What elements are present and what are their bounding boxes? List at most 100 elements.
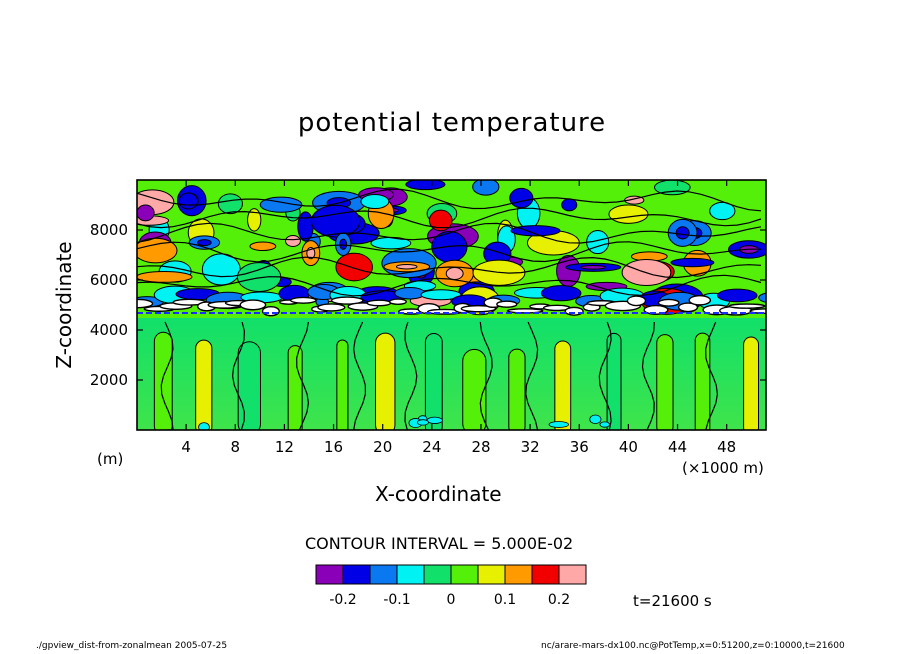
field-blob (509, 187, 534, 209)
field-plume (424, 333, 443, 430)
field-patch (198, 422, 210, 430)
field-band (388, 298, 407, 306)
field-plume (462, 348, 487, 430)
y-tick-label: 4000 (90, 321, 128, 339)
field-plume (694, 332, 711, 430)
x-tick-label: 24 (422, 438, 441, 456)
colorbar-swatch (450, 564, 479, 585)
contour-line (160, 321, 174, 430)
contour-line (137, 241, 761, 263)
field-band (677, 302, 699, 313)
contour-line (137, 274, 762, 297)
x-tick-label: 48 (717, 438, 736, 456)
field-blob (178, 192, 199, 210)
field-plume (656, 334, 674, 430)
field-band (137, 298, 154, 309)
contour-line (296, 321, 310, 430)
field-blob-core (197, 239, 212, 247)
field-blob (285, 234, 301, 247)
field-patch (426, 416, 443, 424)
field-blob (217, 193, 243, 215)
x-tick-label: 12 (275, 438, 294, 456)
y-tick-label: 8000 (90, 221, 128, 239)
field-band (460, 304, 497, 313)
field-blob (608, 204, 649, 224)
field-patch (548, 421, 569, 428)
field-plume (606, 332, 622, 430)
field-patch (599, 421, 610, 428)
contour-interval: CONTOUR INTERVAL = 5.000E-02 (305, 534, 574, 553)
field-band (657, 298, 680, 307)
field-blob (510, 225, 561, 237)
field-plume (237, 341, 261, 430)
contour-line (404, 321, 418, 430)
contour-line (353, 321, 367, 430)
x-tick-label: 28 (471, 438, 490, 456)
colorbar-swatch (342, 564, 371, 585)
contour-line (479, 321, 493, 430)
field-patch (589, 414, 602, 425)
contour-line (641, 321, 655, 430)
x-axis-unit: (×1000 m) (682, 459, 764, 477)
field-blob (405, 180, 446, 191)
field-blob (472, 180, 500, 196)
x-tick-label: 40 (619, 438, 638, 456)
field-band (728, 303, 766, 309)
field-patch (416, 419, 429, 426)
x-tick-label: 4 (181, 438, 191, 456)
contour-line (137, 188, 762, 212)
field-blob (335, 252, 373, 282)
x-tick-label: 36 (570, 438, 589, 456)
x-axis: 4 8 12 16 20 24 28 32 36 40 44 48 (181, 180, 736, 456)
field-plume (195, 339, 213, 430)
colorbar-swatch (504, 564, 533, 585)
field-band (239, 299, 267, 311)
colorbar-label: 0 (447, 592, 456, 608)
field-plume (287, 345, 303, 430)
colorbar-label: -0.2 (329, 592, 356, 608)
field-band (366, 299, 392, 307)
colorbar-swatch (396, 564, 425, 585)
field-blob (310, 204, 361, 238)
field-band (688, 294, 712, 306)
field-blob (428, 209, 453, 232)
field-plume (153, 331, 173, 430)
x-tick-label: 16 (324, 438, 343, 456)
colorbar-label: -0.1 (383, 592, 410, 608)
x-tick-label: 32 (521, 438, 540, 456)
colorbar-swatch (369, 564, 398, 585)
field-blob-core (395, 263, 418, 270)
field-band (289, 296, 317, 304)
field-band (626, 295, 647, 307)
contour-line (137, 256, 762, 279)
contour-line (231, 321, 246, 430)
y-axis-unit: (m) (97, 450, 124, 468)
field-band (317, 303, 346, 312)
field-blob-core (339, 238, 348, 250)
colorbar-swatch (423, 564, 452, 585)
contour-line (598, 321, 612, 430)
field-blob (360, 194, 390, 210)
colorbar-swatch (315, 564, 344, 585)
footer-left: ./gpview_dist-from-zonalmean 2005-07-25 (36, 641, 228, 651)
colorbar: -0.2 -0.1 0 0.1 0.2 (315, 564, 587, 608)
potential-temperature-field (137, 180, 766, 430)
field-blob (297, 211, 314, 242)
plot-frame (136, 179, 767, 431)
field-blob-core (445, 267, 464, 280)
field-blob-core (580, 264, 607, 270)
field-blob (394, 287, 426, 300)
field-blob-core (675, 226, 690, 240)
field-plume (375, 332, 396, 430)
colorbar-swatch (558, 564, 587, 585)
field-blob (249, 241, 277, 252)
field-band (261, 305, 280, 317)
field-blob (137, 204, 155, 222)
field-blob (540, 285, 582, 302)
field-band (330, 296, 364, 305)
contour-line (137, 222, 762, 244)
x-tick-label: 44 (668, 438, 687, 456)
colorbar-swatch (477, 564, 506, 585)
colorbar-label: 0.1 (494, 592, 516, 608)
